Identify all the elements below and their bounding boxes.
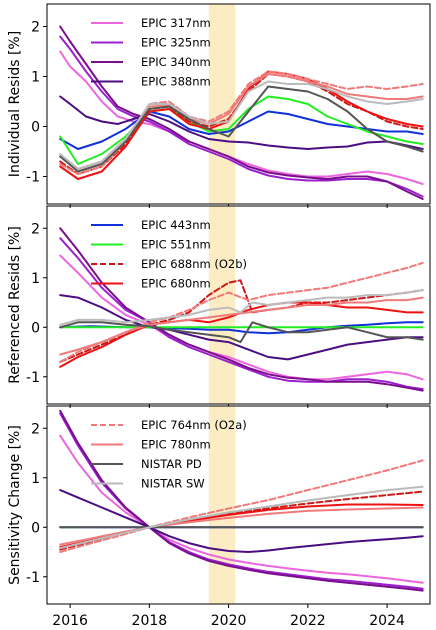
chart3-ytick-label: 0 [31,520,40,536]
chart2-series-line-9 [59,296,424,356]
chart2-ytick-label: 2 [31,221,40,237]
chart3-series-group [59,409,424,592]
chart3-series-line-0 [59,434,424,584]
chart1-series-line-2 [59,25,424,200]
chart2-legend-label-3: EPIC 680nm [141,277,211,291]
chart2-series-line-10 [59,321,424,344]
chart2-legend-label-2: EPIC 688nm (O2b) [141,257,247,271]
chart1-series-line-1 [59,35,424,198]
chart1-series-group [59,25,424,200]
chart3-series-line-11 [59,485,424,550]
chart1-series-line-3 [59,95,424,150]
chart1-highlight-band [208,4,236,204]
chart2-ytick-label: 0 [31,320,40,336]
chart2-series-group [59,227,424,392]
chart3-legend-label-1: EPIC 780nm [141,438,211,452]
chart1-ytick-label: -1 [26,170,40,186]
chart3-legend-label-3: NISTAR SW [141,477,205,491]
chart2-series-line-2 [59,227,424,392]
chart3-series-line-9 [59,506,424,546]
chart1-legend-label-0: EPIC 317nm [141,16,211,30]
chart2-series-line-3 [59,294,424,361]
chart1-ylabel: Individual Resids [%] [7,31,23,177]
chart3-series-line-3 [59,489,424,553]
chart2-series-line-0 [59,254,424,381]
chart1-series-line-8 [59,70,424,175]
chart3-legend-label-0: EPIC 764nm (O2a) [141,418,247,432]
chart2-legend-label-1: EPIC 551nm [141,238,211,252]
chart1-series-line-0 [59,50,424,185]
chart3-legend-label-2: NISTAR PD [141,457,202,471]
chart3-xtick-label: 2022 [290,613,326,629]
chart3-xtick-label: 2020 [211,613,247,629]
chart3-xtick-label: 2024 [369,613,405,629]
chart2-ytick-label: 1 [31,271,40,287]
chart2-series-line-7 [59,301,424,368]
chart2-legend-label-0: EPIC 443nm [141,218,211,232]
chart1-ytick-label: 1 [31,70,40,86]
chart2-axes-frame [46,205,431,405]
chart1-axes-frame [46,3,431,205]
chart3-series-line-2 [59,409,424,592]
chart3-highlight-band [208,406,236,604]
chart2-ytick-label: -1 [26,370,40,386]
chart1-legend-label-3: EPIC 388nm [141,75,211,89]
chart3-ytick-label: 1 [31,471,40,487]
chart1-legend-label-1: EPIC 325nm [141,36,211,50]
chart2-series-line-1 [59,237,424,391]
chart3-series-line-8 [59,459,424,553]
chart1-legend-label-2: EPIC 340nm [141,55,211,69]
chart1-series-line-7 [59,70,424,180]
chart1-ytick-label: 2 [31,20,40,36]
chart2-series-line-11 [59,289,424,326]
chart1-series-line-11 [59,80,424,170]
chart1-series-line-5 [59,95,424,165]
chart2-ylabel: Referenced Resids [%] [7,226,23,384]
chart1-ytick-label: 0 [31,120,40,136]
chart3-xtick-label: 2016 [52,613,88,629]
chart3-ylabel: Sensitivity Change [%] [7,425,23,585]
chart1-series-line-10 [59,85,424,173]
chart3-ytick-label: -1 [26,570,40,586]
chart2-highlight-band [208,206,236,404]
chart3-axes-frame [46,405,431,605]
chart3-xtick-label: 2018 [132,613,168,629]
chart3-ytick-label: 2 [31,421,40,437]
